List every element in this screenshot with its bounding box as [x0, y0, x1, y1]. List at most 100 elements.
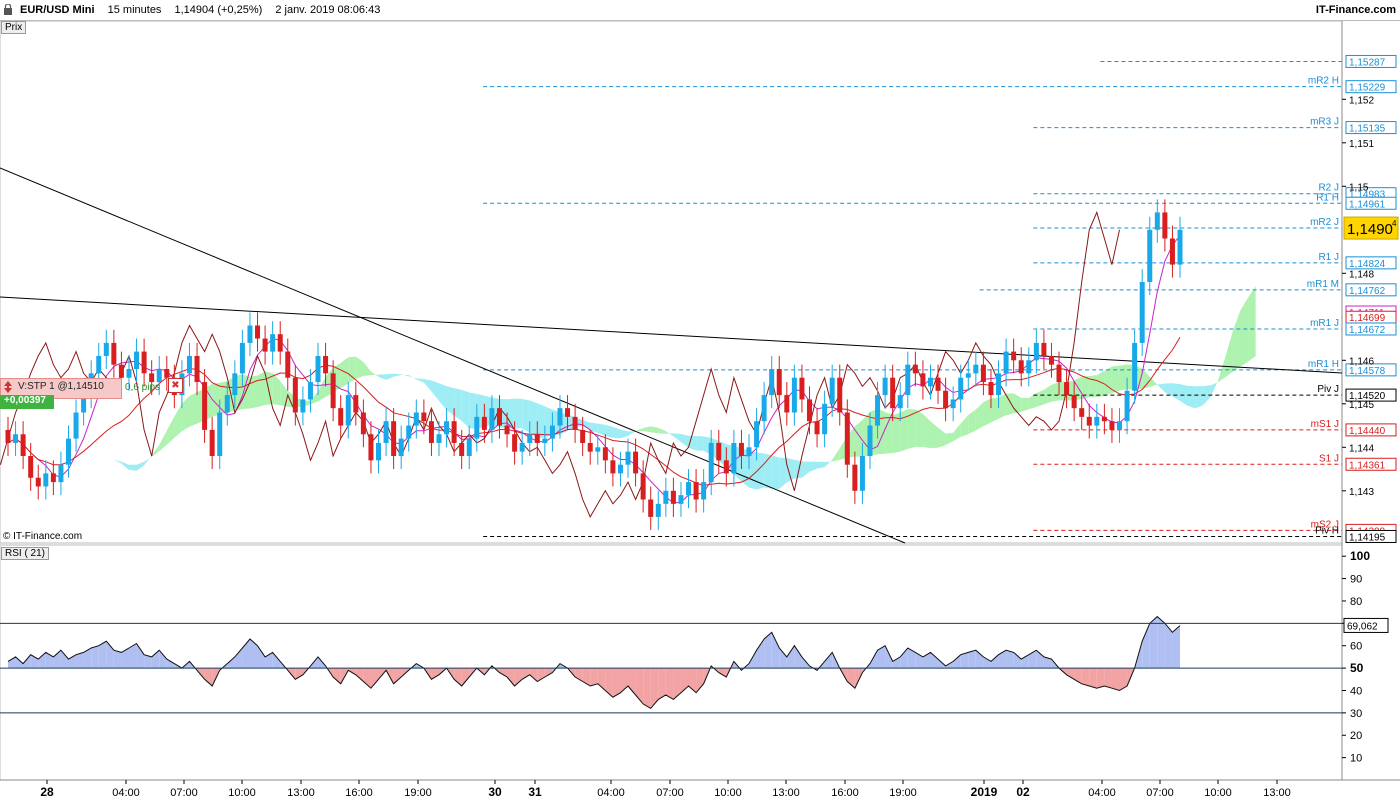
price-tick-label: 1,151: [1349, 139, 1374, 150]
ichimoku-cloud: [1036, 389, 1044, 408]
candle-body: [73, 412, 79, 439]
brand-logo[interactable]: IT-Finance.com: [1315, 4, 1396, 16]
pivot-name: mS1 J: [1311, 419, 1339, 430]
rsi-fill: [454, 668, 462, 686]
trend-line-flat: [0, 296, 1343, 374]
candle-body: [754, 421, 760, 448]
rsi-fill: [38, 652, 46, 669]
ichimoku-cloud: [378, 374, 387, 380]
pivot-name: mR1 J: [1310, 318, 1339, 329]
rsi-fill: [68, 654, 77, 669]
candle-body: [428, 421, 434, 443]
rsi-fill: [680, 668, 689, 693]
pivot-price-box: [1345, 529, 1397, 543]
ichimoku-cloud: [416, 378, 424, 383]
ichimoku-cloud: [514, 398, 523, 429]
candle-body: [1109, 421, 1115, 430]
rsi-fill: [1028, 650, 1037, 669]
candle-body: [186, 355, 192, 374]
rsi-fill: [665, 668, 674, 700]
ichimoku-cloud: [953, 423, 961, 442]
ichimoku-cloud: [673, 433, 681, 443]
rsi-fill: [249, 639, 258, 669]
ichimoku-cloud: [249, 375, 258, 409]
candle-body: [247, 325, 253, 343]
copyright-credit: © IT-Finance.com: [3, 531, 83, 542]
pivot-price-label: 1,14361: [1349, 460, 1386, 471]
candle-body: [1079, 408, 1085, 417]
rsi-fill: [998, 650, 1007, 669]
order-label: V:STP 1 @1,14510: [18, 381, 104, 392]
rsi-fill: [333, 668, 341, 684]
rsi-fill: [620, 668, 629, 693]
rsi-fill: [1111, 668, 1120, 691]
rsi-fill: [1036, 650, 1044, 669]
order-arrow-icon[interactable]: [3, 381, 13, 393]
candle-body: [28, 456, 34, 478]
candle-body: [1094, 416, 1100, 426]
rsi-current-label: 69,062: [1347, 621, 1378, 632]
rsi-fill: [779, 647, 787, 669]
time-tick-label: 16:00: [345, 787, 373, 799]
ichimoku-cloud: [809, 461, 818, 472]
candle-body: [444, 421, 450, 435]
candle-body: [791, 377, 797, 413]
rsi-fill: [786, 645, 795, 669]
ichimoku-cloud: [348, 356, 356, 384]
current-price-super: 4: [1392, 219, 1397, 228]
rsi-tick-label: 90: [1350, 574, 1362, 586]
ichimoku-cloud: [522, 398, 530, 433]
price-panel-label: Prix: [1, 21, 27, 34]
candle-body: [1041, 342, 1047, 356]
rsi-fill: [23, 654, 31, 669]
rsi-fill: [953, 654, 961, 669]
rsi-fill: [234, 647, 243, 669]
ichimoku-cloud: [1089, 375, 1097, 398]
ichimoku-cloud: [1202, 385, 1211, 406]
ichimoku-cloud: [1021, 397, 1029, 412]
ichimoku-cloud: [166, 416, 175, 445]
candle-body: [217, 412, 223, 456]
ichimoku-cloud: [1081, 376, 1090, 400]
close-order-icon[interactable]: ✖: [168, 378, 183, 393]
candle-body: [943, 390, 949, 409]
candle-body: [315, 355, 321, 383]
rsi-fill: [295, 668, 303, 680]
time-tick-label: 30: [488, 785, 502, 799]
pivot-price-box: [1345, 423, 1397, 437]
rsi-fill: [128, 643, 137, 669]
candle-body: [1064, 382, 1070, 396]
candle-body: [738, 442, 744, 456]
rsi-fill: [983, 656, 991, 669]
ichimoku-cloud: [990, 397, 999, 423]
rsi-fill: [658, 668, 666, 700]
ichimoku-cloud: [854, 419, 863, 457]
pivot-name: mR2 J: [1310, 217, 1339, 228]
candle-body: [640, 473, 646, 500]
candle-body: [950, 399, 956, 409]
ichimoku-cloud: [318, 376, 326, 402]
price-tick-label: 1,143: [1349, 487, 1374, 498]
rsi-fill: [673, 668, 681, 700]
ichimoku-cloud: [786, 458, 795, 483]
ichimoku-cloud: [922, 413, 931, 449]
rsi-fill: [930, 652, 939, 669]
candle-body: [746, 447, 752, 456]
ichimoku-cloud: [628, 431, 636, 436]
candle-body: [5, 429, 11, 443]
symbol-name[interactable]: EUR/USD Mini: [20, 4, 95, 16]
order-ticket[interactable]: [0, 378, 122, 399]
rsi-tick-label: 80: [1350, 596, 1362, 608]
current-price-label: 1,1490: [1347, 221, 1393, 238]
rsi-fill: [507, 668, 515, 686]
timeframe[interactable]: 15 minutes: [107, 4, 162, 16]
candle-body: [935, 377, 941, 391]
time-tick-label: 04:00: [112, 787, 140, 799]
ichimoku-cloud: [885, 411, 893, 454]
ichimoku-cloud: [696, 435, 704, 451]
rsi-fill: [869, 650, 878, 669]
price-tick-label: 1,144: [1349, 443, 1374, 454]
rsi-fill: [363, 668, 371, 689]
lock-icon[interactable]: [4, 4, 12, 15]
